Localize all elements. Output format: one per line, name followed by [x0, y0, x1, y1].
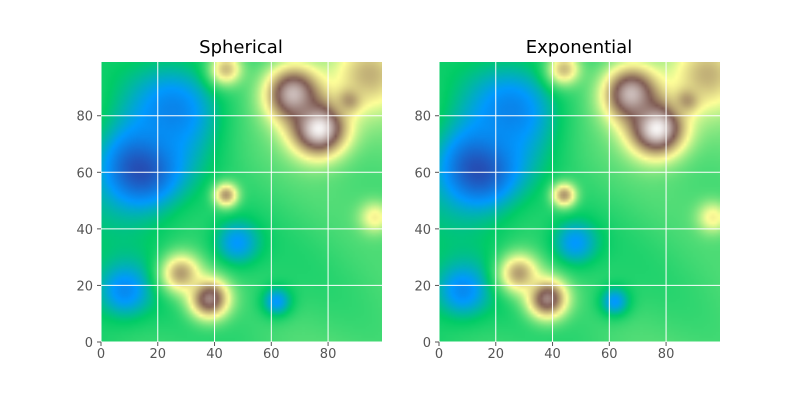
y-tick-label: 0: [85, 336, 93, 351]
x-tick-label: 0: [97, 347, 105, 362]
y-tick-label: 60: [414, 166, 431, 181]
y-tick-label: 20: [76, 279, 93, 294]
y-tick-label: 0: [423, 336, 431, 351]
y-tick-label: 80: [414, 110, 431, 125]
heatmap-spherical: 0 20 40 60 80 0 20 40 60 80: [76, 62, 382, 362]
subplot-spherical: Spherical 0 20 40 60 80 0 20 40 60 80: [76, 37, 382, 362]
heatmap-raster: [101, 62, 382, 342]
x-tick-label: 40: [206, 347, 223, 362]
x-tick-label: 80: [320, 347, 337, 362]
x-tick-label: 20: [149, 347, 166, 362]
subplot-exponential: Exponential 0 20 40 60 80 0 20 40 60 80: [414, 37, 720, 362]
y-tick-label: 80: [76, 110, 93, 125]
x-tick-label: 0: [435, 347, 443, 362]
heatmap-exponential: 0 20 40 60 80 0 20 40 60 80: [414, 62, 720, 362]
y-tick-label: 60: [76, 166, 93, 181]
y-tick-label: 20: [414, 279, 431, 294]
x-tick-label: 60: [601, 347, 618, 362]
subplot-title-exponential: Exponential: [526, 37, 632, 58]
y-tick-label: 40: [76, 223, 93, 238]
x-tick-label: 20: [487, 347, 504, 362]
x-tick-label: 80: [658, 347, 675, 362]
subplot-title-spherical: Spherical: [199, 37, 283, 58]
x-tick-label: 40: [544, 347, 561, 362]
y-tick-label: 40: [414, 223, 431, 238]
x-tick-label: 60: [263, 347, 280, 362]
heatmap-raster: [439, 62, 720, 342]
